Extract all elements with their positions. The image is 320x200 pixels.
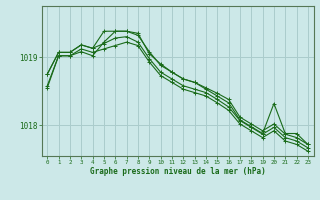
X-axis label: Graphe pression niveau de la mer (hPa): Graphe pression niveau de la mer (hPa) [90, 167, 266, 176]
